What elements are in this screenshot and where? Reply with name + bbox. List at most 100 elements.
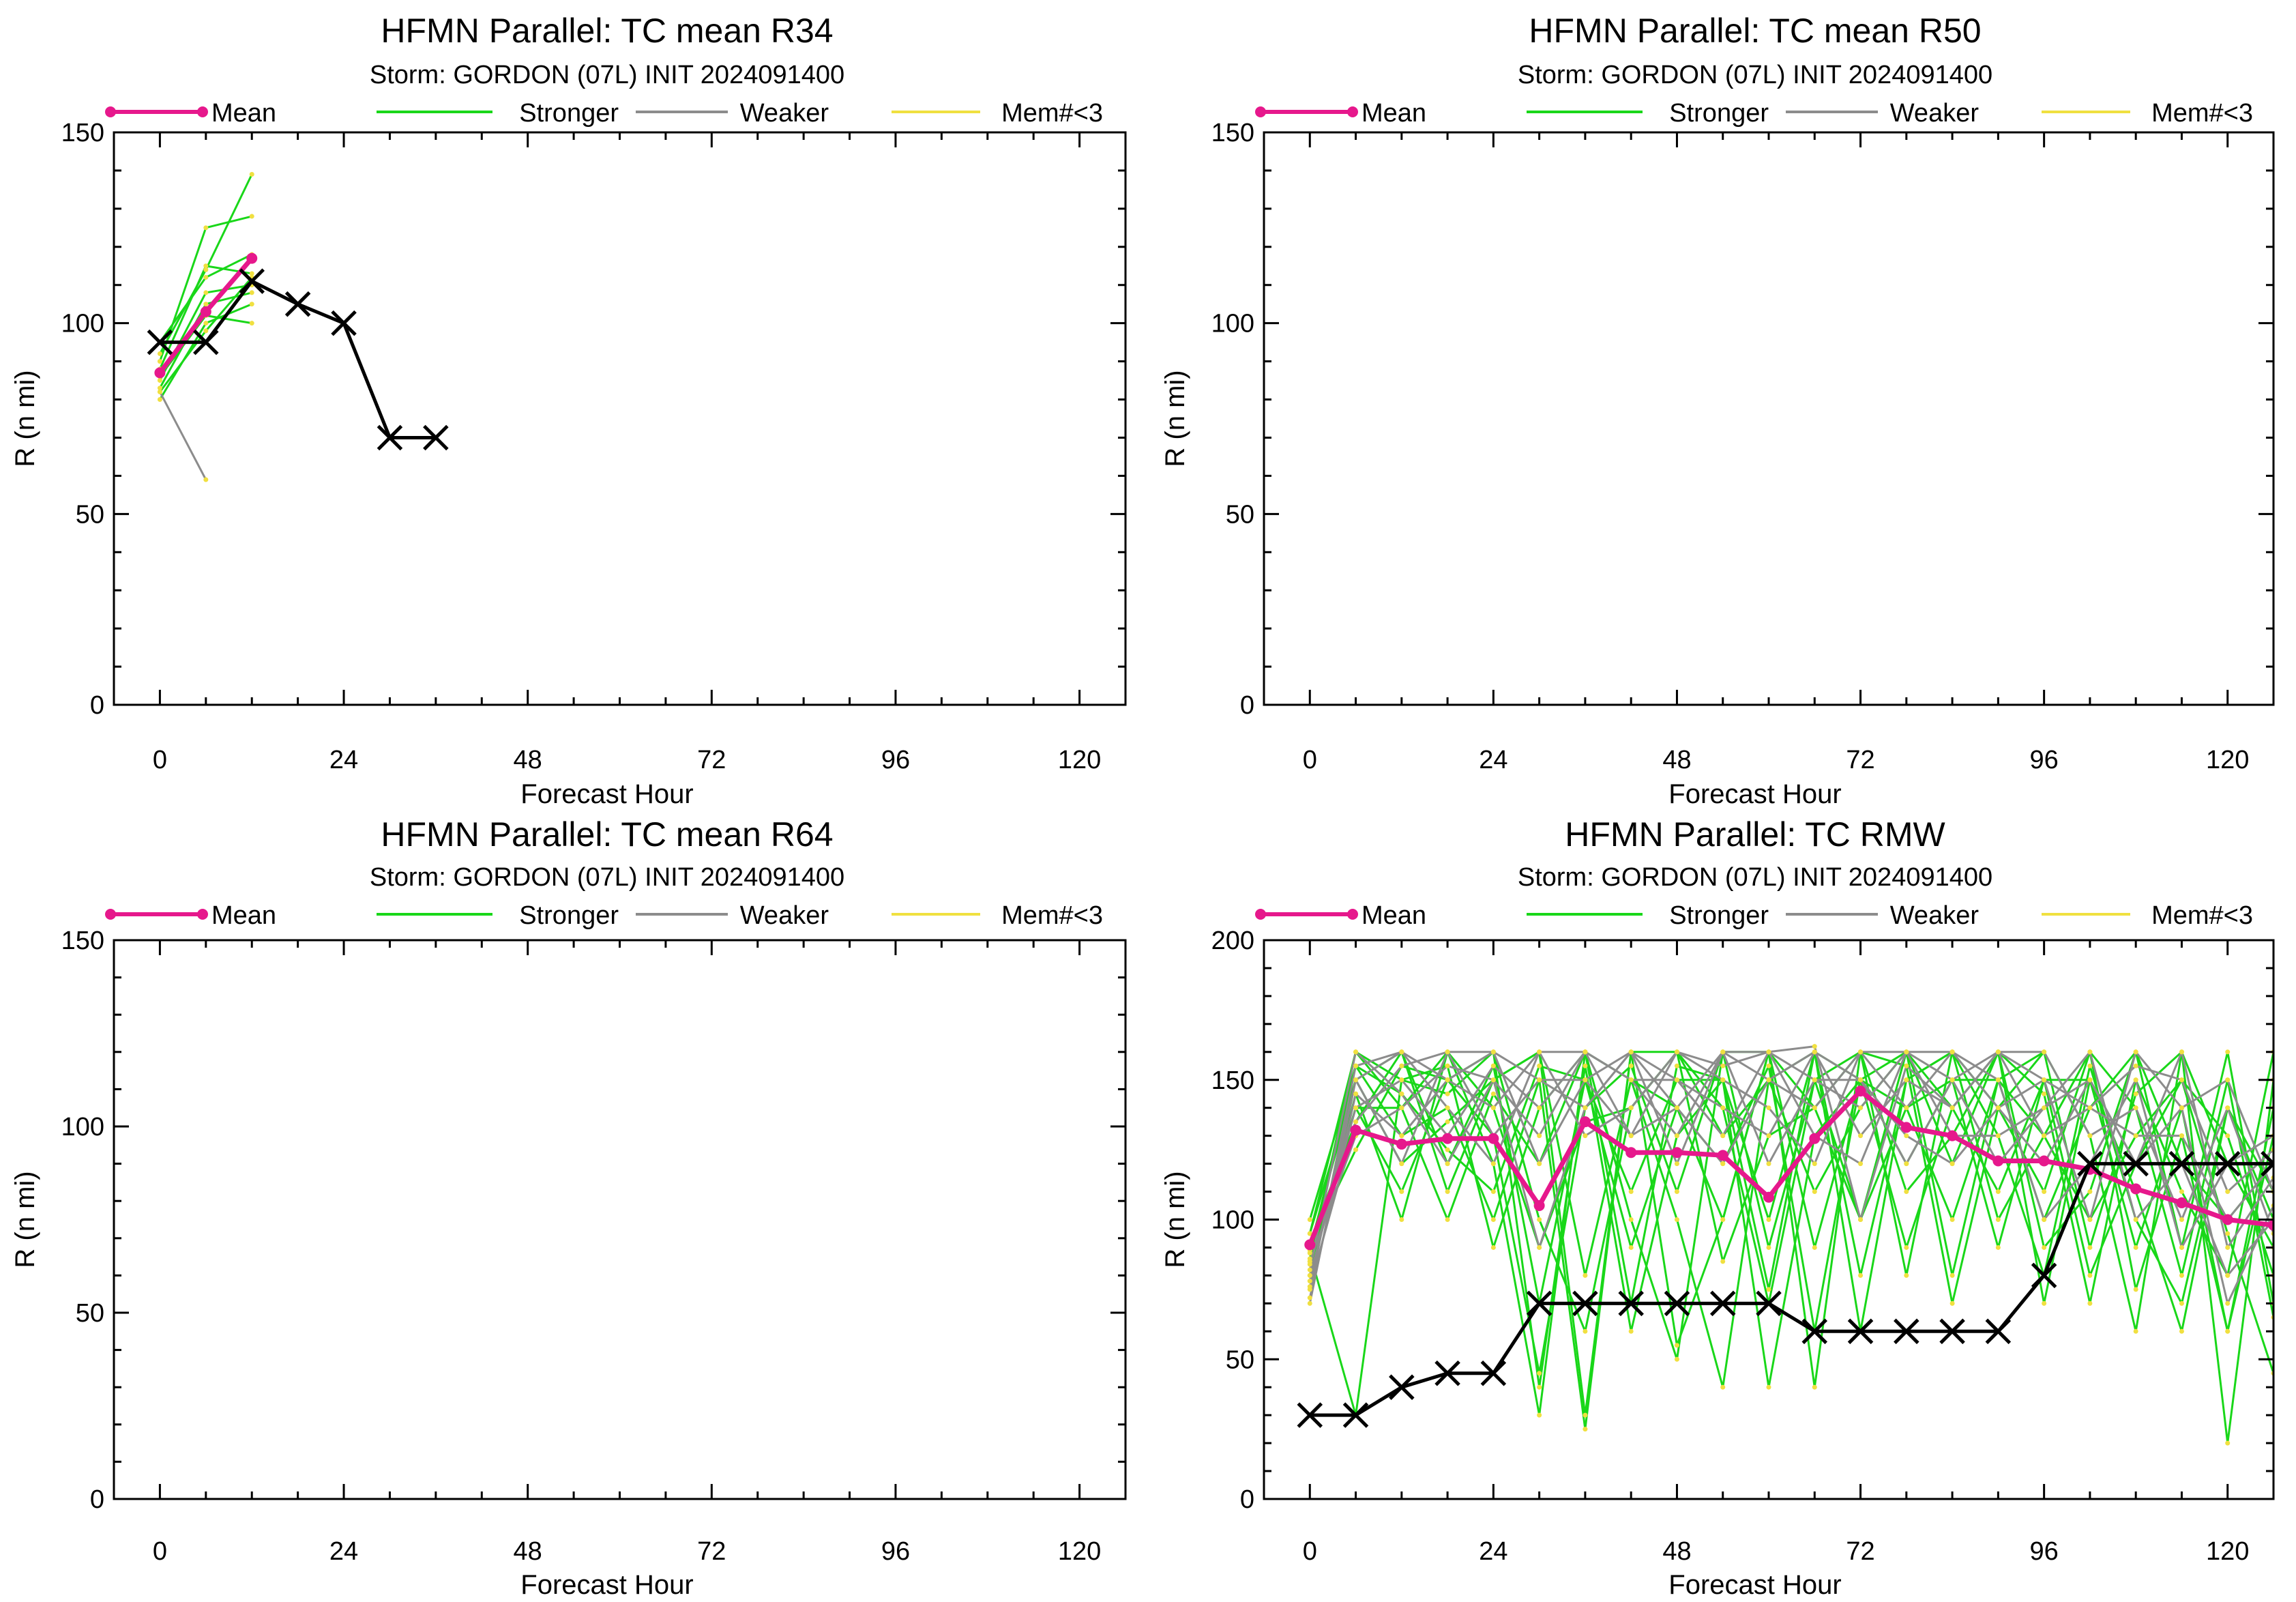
best-track-marker: [239, 268, 265, 294]
member-point: [2087, 1272, 2093, 1278]
member-weaker-line: [1308, 1051, 2273, 1287]
member-point: [1490, 1091, 1496, 1096]
chart-panel-4: HFMN Parallel: TC RMW Storm: GORDON (07L)…: [1160, 815, 2275, 1600]
member-point: [1812, 1244, 1817, 1250]
member-point: [2225, 1328, 2231, 1334]
best-track-marker: [1847, 1318, 1874, 1345]
chart-subtitle: Storm: GORDON (07L) INIT 2024091400: [370, 61, 844, 89]
legend-mean-marker: [105, 909, 116, 920]
member-point: [2179, 1077, 2184, 1083]
data-layer: [147, 172, 449, 482]
legend-mean-label: Mean: [1362, 99, 1426, 128]
mean-point: [1579, 1116, 1591, 1128]
mean-point: [1442, 1133, 1454, 1144]
member-point: [203, 225, 209, 231]
member-point: [1490, 1244, 1496, 1250]
member-point: [1904, 1189, 1909, 1195]
member-point: [1537, 1384, 1542, 1390]
y-axis-label: R (n mi): [10, 1171, 40, 1268]
chart-subtitle: Storm: GORDON (07L) INIT 2024091400: [1518, 61, 1992, 89]
member-point: [1720, 1133, 1726, 1139]
member-point: [1674, 1077, 1679, 1083]
mean-point: [1763, 1191, 1774, 1203]
member-point: [1858, 1133, 1864, 1139]
member-point: [1628, 1049, 1634, 1055]
mean-point: [2268, 1219, 2273, 1231]
best-track-marker: [1709, 1290, 1736, 1317]
member-point: [203, 275, 209, 280]
x-tick-label: 96: [881, 746, 910, 774]
member-point: [203, 263, 209, 269]
y-axis-label: R (n mi): [1160, 370, 1190, 467]
chart-panel-2: HFMN Parallel: TC mean R50 Storm: GORDON …: [1160, 12, 2275, 809]
member-point: [1399, 1189, 1404, 1195]
member-point: [1490, 1217, 1496, 1222]
member-point: [1537, 1049, 1542, 1055]
member-point: [2087, 1244, 2093, 1250]
member-point: [1583, 1133, 1588, 1139]
y-tick-label: 200: [1211, 927, 1254, 955]
member-point: [1490, 1161, 1496, 1167]
x-axis-label: Forecast Hour: [1668, 779, 1841, 809]
member-point: [2042, 1217, 2047, 1222]
member-point: [1353, 1077, 1359, 1083]
member-point: [1628, 1244, 1634, 1250]
member-point: [1399, 1161, 1404, 1167]
legend: Mean Stronger Weaker Mem#<3: [1255, 901, 2253, 930]
y-tick-label: 100: [1211, 1206, 1254, 1235]
member-point: [2087, 1105, 2093, 1111]
member-point: [2225, 1272, 2231, 1278]
mean-point: [1855, 1086, 1866, 1097]
member-point: [1766, 1161, 1771, 1167]
y-tick-label: 150: [61, 927, 104, 955]
best-track-marker: [1664, 1290, 1690, 1317]
member-point: [2225, 1133, 2231, 1139]
member-point: [1537, 1077, 1542, 1083]
legend-mean-marker: [1255, 909, 1266, 920]
member-point: [249, 214, 254, 219]
best-track-marker: [1618, 1290, 1644, 1317]
member-point: [1949, 1049, 1955, 1055]
member-point: [157, 385, 162, 391]
member-point: [1949, 1077, 1955, 1083]
legend-mean-marker: [105, 106, 116, 117]
member-point: [1904, 1105, 1909, 1111]
legend-few-members-label: Mem#<3: [1001, 99, 1103, 128]
best-track-marker: [1297, 1402, 1323, 1428]
member-point: [1537, 1063, 1542, 1068]
best-track-marker: [147, 329, 173, 355]
mean-point: [1947, 1130, 1958, 1141]
member-point: [1674, 1105, 1679, 1111]
x-tick-label: 96: [2029, 746, 2058, 774]
member-point: [1307, 1300, 1312, 1306]
mean-point: [1717, 1150, 1728, 1161]
y-tick-label: 50: [1226, 500, 1254, 529]
member-point: [249, 290, 254, 295]
member-point: [1445, 1049, 1450, 1055]
legend-few-members-label: Mem#<3: [2151, 901, 2253, 930]
member-point: [1445, 1161, 1450, 1167]
member-point: [1674, 1161, 1679, 1167]
y-tick-label: 150: [1211, 119, 1254, 147]
x-tick-label: 120: [2206, 1537, 2249, 1566]
member-point: [2042, 1189, 2047, 1195]
member-point: [2133, 1077, 2138, 1083]
member-point: [2133, 1133, 2138, 1139]
member-point: [1766, 1049, 1771, 1055]
member-point: [1537, 1412, 1542, 1418]
member-weaker-line: [159, 391, 207, 480]
y-tick-label: 100: [61, 1113, 104, 1141]
member-point: [2087, 1300, 2093, 1306]
member-point: [1445, 1077, 1450, 1083]
member-point: [1904, 1049, 1909, 1055]
member-point: [2133, 1217, 2138, 1222]
member-point: [1307, 1272, 1312, 1278]
y-axis-label: R (n mi): [10, 370, 40, 467]
y-tick-label: 150: [61, 119, 104, 147]
x-axis-label: Forecast Hour: [520, 779, 693, 809]
mean-point: [2222, 1214, 2233, 1225]
best-track-marker: [2077, 1150, 2103, 1177]
plot-frame: [113, 131, 1127, 706]
member-point: [2042, 1244, 2047, 1250]
member-point: [1720, 1063, 1726, 1068]
